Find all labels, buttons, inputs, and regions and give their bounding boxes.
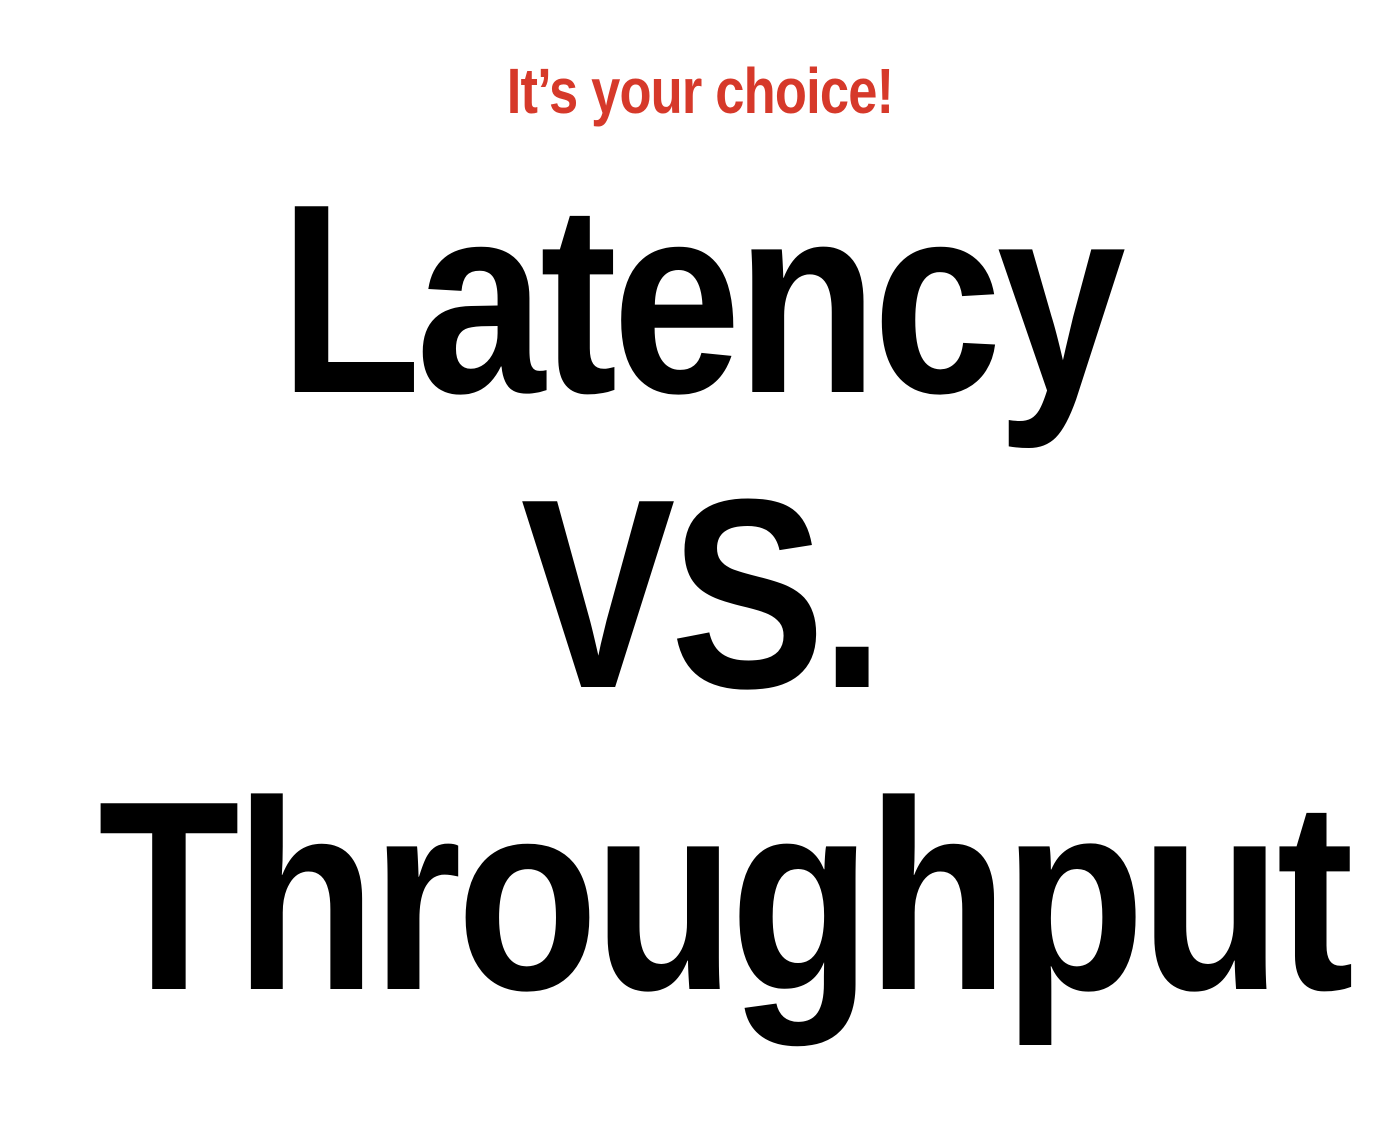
headline-throughput: Throughput <box>98 746 1354 1047</box>
tagline: It’s your choice! <box>506 55 894 127</box>
headline-latency: Latency <box>279 149 1126 450</box>
headline-vs: VS. <box>520 444 885 745</box>
